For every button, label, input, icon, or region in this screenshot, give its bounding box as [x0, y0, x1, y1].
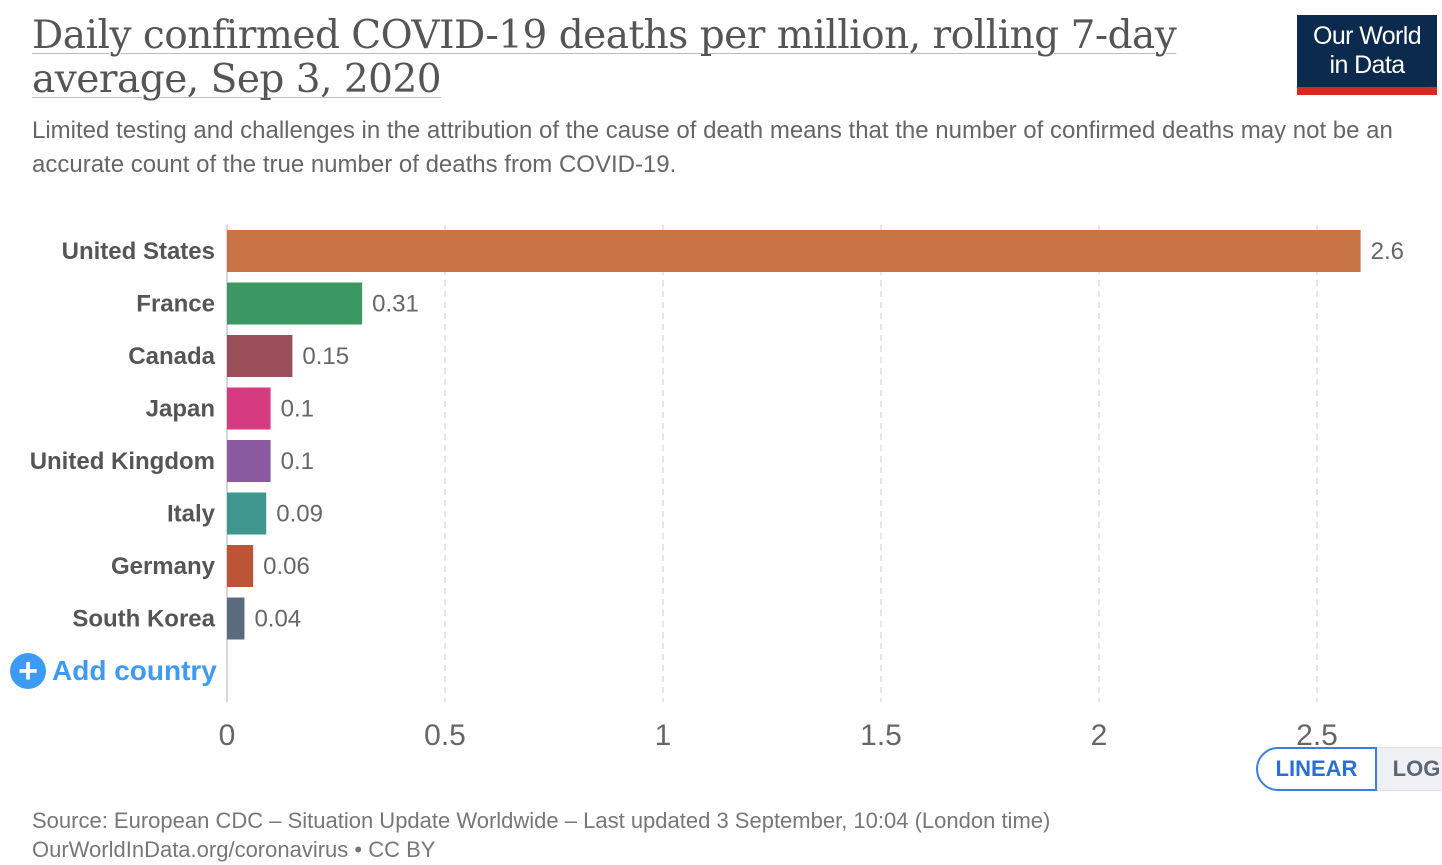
bar-italy[interactable]: [227, 492, 267, 535]
source-text[interactable]: Source: European CDC – Situation Update …: [32, 808, 1051, 833]
category-label[interactable]: United Kingdom: [30, 448, 215, 475]
chart-subtitle: Limited testing and challenges in the at…: [32, 117, 1393, 178]
scale-toggle: LINEAR LOG: [1256, 747, 1442, 791]
value-label: 0.06: [263, 553, 310, 580]
x-tick-label: 2: [1091, 719, 1108, 752]
bar-germany[interactable]: [227, 545, 254, 587]
x-tick-label: 0.5: [424, 719, 466, 752]
category-label[interactable]: Germany: [111, 553, 216, 580]
owid-logo[interactable]: Our World in Data: [1297, 15, 1437, 95]
value-label: 0.1: [281, 448, 314, 475]
category-label[interactable]: Japan: [146, 396, 215, 423]
bar-japan[interactable]: [227, 387, 271, 430]
x-tick-label: 2.5: [1296, 719, 1338, 752]
category-label[interactable]: Canada: [128, 343, 215, 370]
bar-canada[interactable]: [227, 335, 293, 377]
bar-united-states[interactable]: [227, 230, 1361, 272]
value-label: 0.09: [276, 501, 323, 528]
bar-united-kingdom[interactable]: [227, 440, 271, 482]
logo-line-1: Our World: [1312, 22, 1422, 50]
x-tick-label: 0: [219, 719, 236, 752]
logo-line-2: in Data: [1329, 51, 1405, 79]
plus-circle-icon: +: [10, 653, 46, 689]
chart-title-link[interactable]: Daily confirmed COVID-19 deaths per mill…: [32, 13, 1177, 102]
add-country-label: Add country: [52, 655, 217, 686]
category-label[interactable]: United States: [62, 238, 215, 265]
category-label[interactable]: South Korea: [72, 606, 215, 633]
log-scale-button[interactable]: LOG: [1377, 747, 1442, 791]
chart-title[interactable]: Daily confirmed COVID-19 deaths per mill…: [32, 14, 1232, 102]
footer: Source: European CDC – Situation Update …: [32, 806, 1050, 864]
bars: [227, 230, 1361, 640]
value-label: 0.15: [302, 343, 349, 370]
x-tick-label: 1.5: [860, 719, 902, 752]
x-tick-label: 1: [655, 719, 672, 752]
category-labels: United States France Canada Japan United Kin…: [30, 238, 216, 633]
bar-france[interactable]: [227, 282, 363, 325]
add-country-button[interactable]: + Add country: [10, 653, 217, 689]
x-axis-ticks: 0 0.5 1 1.5 2 2.5: [219, 719, 1338, 752]
value-label: 0.04: [254, 606, 301, 633]
bar-south-korea[interactable]: [227, 597, 245, 640]
category-label[interactable]: France: [136, 291, 215, 318]
value-label: 0.1: [281, 396, 314, 423]
linear-scale-button[interactable]: LINEAR: [1256, 747, 1377, 791]
category-label[interactable]: Italy: [167, 501, 216, 528]
value-label: 2.6: [1371, 238, 1404, 265]
credit-text[interactable]: OurWorldInData.org/coronavirus • CC BY: [32, 837, 436, 862]
value-label: 0.31: [372, 291, 419, 318]
value-labels: 2.6 0.31 0.15 0.1 0.1 0.09 0.06 0.04: [254, 238, 1404, 633]
bar-chart: United States France Canada Japan United Kin…: [30, 225, 1404, 752]
logo-accent-bar: [1297, 87, 1437, 95]
